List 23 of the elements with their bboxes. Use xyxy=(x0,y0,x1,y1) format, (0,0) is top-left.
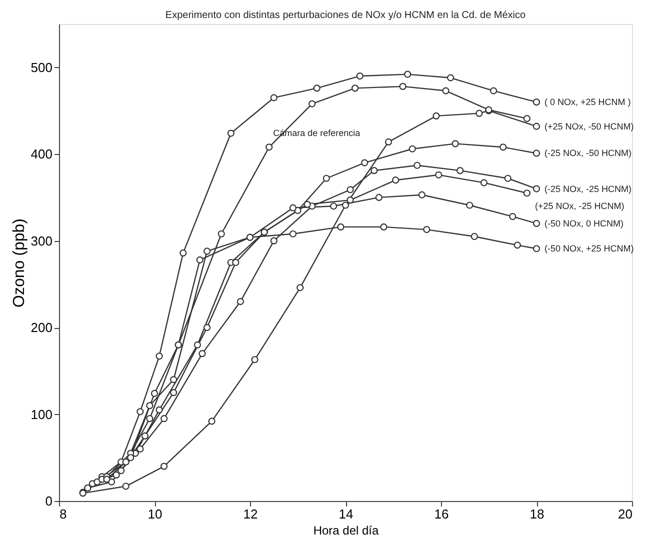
series-label: (-25 NOx, -50 HCNM) xyxy=(544,148,632,158)
x-tick-label: 8 xyxy=(60,506,67,522)
series-label: (-50 NOx, 0 HCNM) xyxy=(544,218,624,228)
x-tick-label: 18 xyxy=(530,506,544,522)
series-label: (+25 NOx, -50 HCNM) xyxy=(544,121,634,132)
x-tick-label: 14 xyxy=(338,506,354,522)
y-tick-label: 200 xyxy=(30,320,52,336)
chart-title: Experimento con distintas perturbaciones de NOx y/o HCNM en la Cd. de México xyxy=(165,10,526,21)
x-tick-label: 16 xyxy=(434,506,449,522)
y-tick-label: 400 xyxy=(30,146,52,162)
series-label: (-25 NOx, -25 HCNM) xyxy=(544,184,632,194)
y-axis-title: Ozono (ppb) xyxy=(10,218,28,308)
series-label: (-50 NOx, +25 HCNM) xyxy=(544,244,634,254)
x-axis-title: Hora del día xyxy=(313,524,380,538)
x-tick-label: 20 xyxy=(618,506,632,522)
series-label: (+25 NOx, -25 HCNM) xyxy=(534,201,624,212)
y-tick-label: 300 xyxy=(30,233,52,248)
series-label: ( 0 NOx, +25 HCNM ) xyxy=(544,97,631,108)
x-tick-label: 10 xyxy=(148,506,162,522)
y-tick-label: 0 xyxy=(45,494,52,508)
x-tick-label: 12 xyxy=(243,506,258,522)
y-tick-label: 100 xyxy=(30,406,52,422)
y-tick-label: 500 xyxy=(30,60,52,75)
